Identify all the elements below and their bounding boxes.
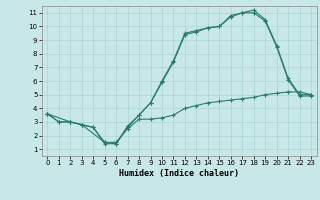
X-axis label: Humidex (Indice chaleur): Humidex (Indice chaleur): [119, 169, 239, 178]
